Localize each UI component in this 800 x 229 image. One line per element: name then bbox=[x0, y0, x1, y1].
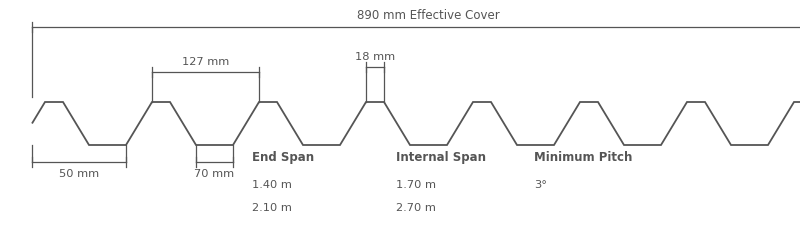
Text: 2.70 m: 2.70 m bbox=[396, 203, 436, 213]
Text: 3°: 3° bbox=[534, 179, 547, 189]
Text: End Span: End Span bbox=[252, 151, 314, 164]
Text: 50 mm: 50 mm bbox=[59, 168, 99, 178]
Text: 1.70 m: 1.70 m bbox=[396, 179, 436, 189]
Text: 70 mm: 70 mm bbox=[194, 168, 234, 178]
Text: Internal Span: Internal Span bbox=[396, 151, 486, 164]
Text: 2.10 m: 2.10 m bbox=[252, 203, 292, 213]
Text: 1.40 m: 1.40 m bbox=[252, 179, 292, 189]
Text: 18 mm: 18 mm bbox=[355, 52, 395, 62]
Text: 890 mm Effective Cover: 890 mm Effective Cover bbox=[357, 9, 500, 22]
Text: Minimum Pitch: Minimum Pitch bbox=[534, 151, 633, 164]
Text: 127 mm: 127 mm bbox=[182, 57, 229, 67]
